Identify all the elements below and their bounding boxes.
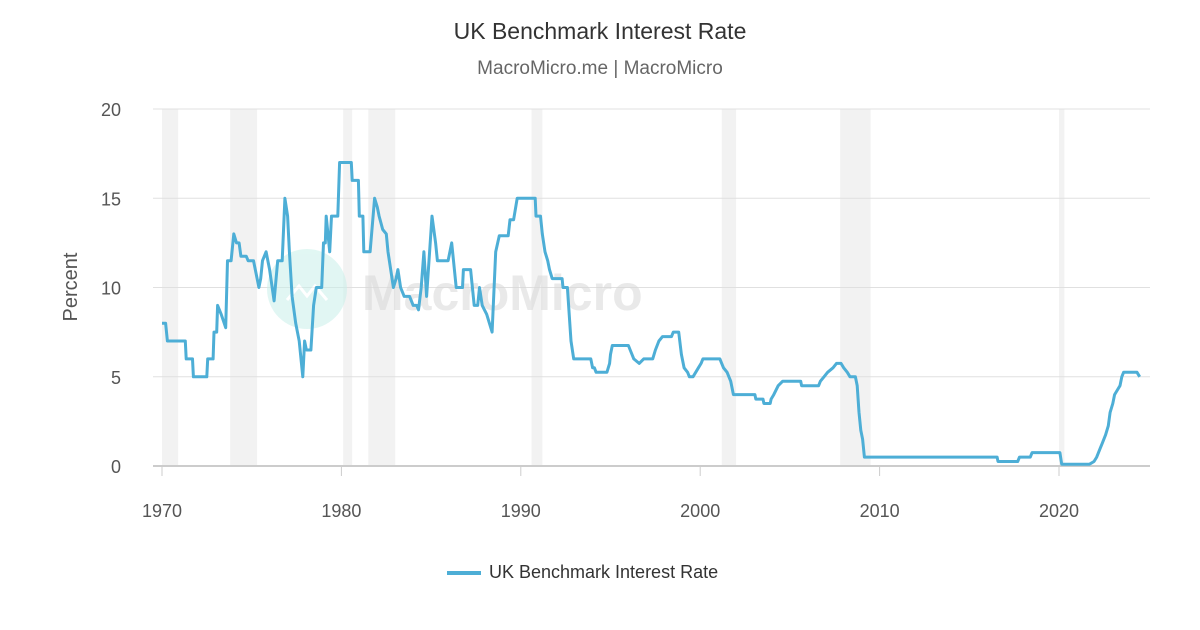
y-tick-label: 20 <box>101 100 121 120</box>
y-tick-label: 0 <box>111 457 121 477</box>
x-tick-label: 1990 <box>501 501 541 521</box>
legend-label: UK Benchmark Interest Rate <box>489 562 719 582</box>
watermark-text: MacroMicro <box>362 265 643 321</box>
x-tick-label: 2020 <box>1039 501 1079 521</box>
legend[interactable]: UK Benchmark Interest Rate <box>447 562 718 583</box>
watermark-circle <box>267 249 347 329</box>
chart-subtitle: MacroMicro.me | MacroMicro <box>477 58 723 79</box>
y-axis-label: Percent <box>60 252 82 321</box>
x-tick-label: 2000 <box>680 501 720 521</box>
series-line-uk-benchmark-interest-rate <box>162 161 1141 466</box>
y-tick-label: 15 <box>101 189 121 209</box>
legend-swatch <box>447 570 481 575</box>
x-tick-label: 1970 <box>142 501 182 521</box>
y-tick-label: 10 <box>101 279 121 299</box>
watermark-mountain-icon <box>285 283 329 301</box>
x-axis-ticks: 1970 1980 1990 2000 2010 2020 <box>142 466 1079 521</box>
y-tick-label: 5 <box>111 368 121 388</box>
y-axis-ticks: 0 5 10 15 20 <box>101 100 121 477</box>
chart-title: UK Benchmark Interest Rate <box>453 18 747 44</box>
watermark-logo: MacroMicro <box>267 249 643 329</box>
x-tick-label: 1980 <box>321 501 361 521</box>
x-tick-label: 2010 <box>860 501 900 521</box>
